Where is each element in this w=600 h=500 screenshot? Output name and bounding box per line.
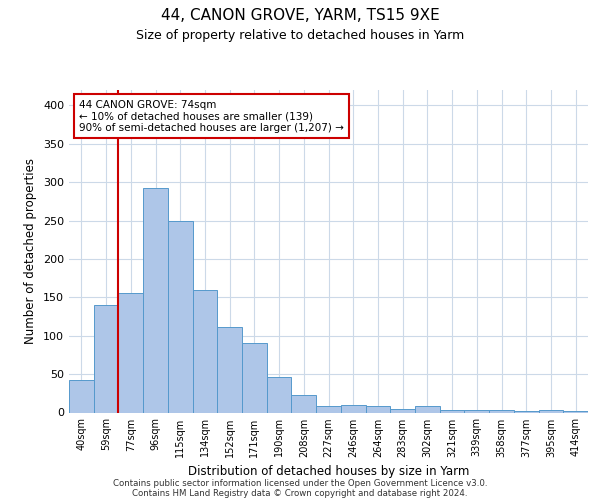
- Bar: [316, 406, 341, 412]
- Bar: [341, 405, 365, 412]
- Bar: [489, 410, 514, 412]
- Bar: [464, 410, 489, 412]
- Y-axis label: Number of detached properties: Number of detached properties: [25, 158, 37, 344]
- Text: 44 CANON GROVE: 74sqm
← 10% of detached houses are smaller (139)
90% of semi-det: 44 CANON GROVE: 74sqm ← 10% of detached …: [79, 100, 344, 133]
- Bar: [514, 411, 539, 412]
- Bar: [292, 395, 316, 412]
- Bar: [242, 342, 267, 412]
- Bar: [539, 410, 563, 412]
- Bar: [69, 380, 94, 412]
- Bar: [118, 294, 143, 412]
- Text: 44, CANON GROVE, YARM, TS15 9XE: 44, CANON GROVE, YARM, TS15 9XE: [161, 8, 439, 22]
- Bar: [365, 406, 390, 412]
- Bar: [217, 326, 242, 412]
- Text: Size of property relative to detached houses in Yarm: Size of property relative to detached ho…: [136, 29, 464, 42]
- Bar: [193, 290, 217, 412]
- Bar: [440, 410, 464, 412]
- Text: Contains HM Land Registry data © Crown copyright and database right 2024.: Contains HM Land Registry data © Crown c…: [132, 488, 468, 498]
- Bar: [390, 408, 415, 412]
- Bar: [267, 377, 292, 412]
- Bar: [563, 411, 588, 412]
- Text: Contains public sector information licensed under the Open Government Licence v3: Contains public sector information licen…: [113, 478, 487, 488]
- Bar: [94, 305, 118, 412]
- Bar: [415, 406, 440, 412]
- Bar: [143, 188, 168, 412]
- X-axis label: Distribution of detached houses by size in Yarm: Distribution of detached houses by size …: [188, 465, 469, 478]
- Bar: [168, 220, 193, 412]
